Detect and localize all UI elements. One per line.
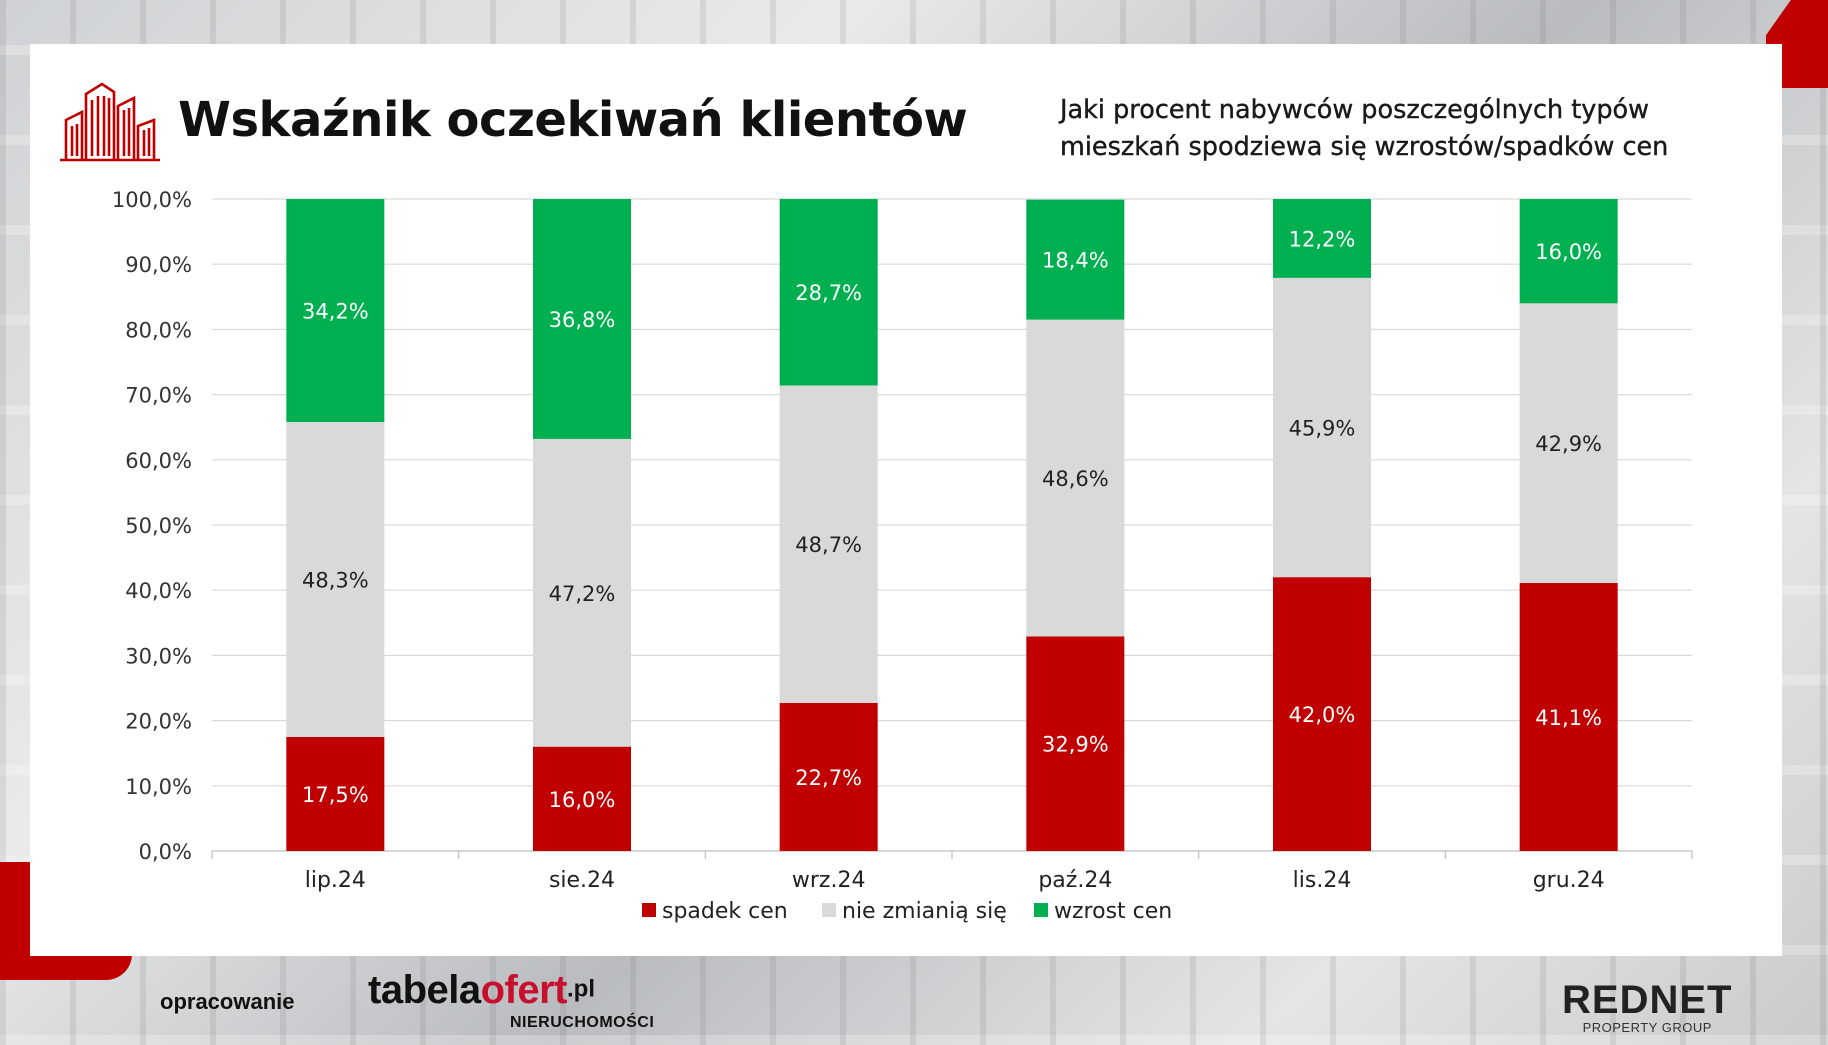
bar-segment-wzrost (1273, 199, 1371, 278)
bar-segment-nie-zmienia (1026, 319, 1125, 637)
y-tick-label: 70,0% (125, 384, 192, 408)
data-label-wzrost: 12,2% (1289, 227, 1356, 251)
data-label-spadek: 22,7% (795, 766, 862, 790)
tabelaofert-logo-subtext: NIERUCHOMOŚCI (510, 1014, 655, 1031)
tabelaofert-logo-domain: .pl (567, 975, 595, 1003)
data-label-nie-zmienia: 45,9% (1289, 417, 1356, 441)
rednet-logo-text: REDNET (1562, 978, 1733, 1022)
bar-segment-wzrost (1519, 199, 1618, 304)
x-tick-label: lip.24 (305, 868, 366, 893)
y-tick-label: 0,0% (139, 840, 192, 864)
y-tick-label: 10,0% (125, 775, 192, 799)
bar-segment-nie-zmienia (286, 421, 385, 737)
legend-swatch-wzrost (1034, 903, 1048, 917)
bar-segment-spadek (1026, 636, 1125, 851)
data-label-nie-zmienia: 47,2% (549, 582, 616, 606)
bar-segment-wzrost (1026, 199, 1125, 320)
rednet-logo: REDNET PROPERTY GROUP (1562, 980, 1732, 1035)
bar-segment-nie-zmienia (1519, 303, 1618, 584)
legend-swatch-nie-zmienia (822, 903, 836, 917)
x-tick-label: sie.24 (549, 868, 615, 893)
subtitle-line-2: mieszkań spodziewa się wzrostów/spadków … (1060, 132, 1669, 162)
bar-segment-spadek (779, 702, 878, 851)
data-label-wzrost: 36,8% (549, 308, 616, 332)
rednet-logo-subtext: PROPERTY GROUP (1582, 1020, 1712, 1035)
bar-segment-spadek (533, 746, 631, 851)
bar-segment-spadek (286, 736, 385, 851)
y-tick-label: 30,0% (125, 644, 192, 668)
bar-segment-wzrost (286, 199, 385, 422)
data-label-spadek: 41,1% (1535, 706, 1602, 730)
bar-segment-spadek (1519, 583, 1618, 851)
data-label-spadek: 16,0% (549, 788, 616, 812)
data-label-wzrost: 28,7% (795, 281, 862, 305)
y-tick-label: 90,0% (125, 253, 192, 277)
buildings-icon (60, 82, 160, 162)
x-tick-label: paź.24 (1038, 868, 1112, 893)
data-label-nie-zmienia: 48,3% (302, 568, 369, 592)
data-label-wzrost: 18,4% (1042, 249, 1109, 273)
legend-label-wzrost: wzrost cen (1054, 899, 1172, 924)
x-tick-label: lis.24 (1293, 868, 1352, 893)
footer-label: opracowanie (160, 989, 295, 1014)
y-tick-label: 100,0% (112, 188, 192, 212)
data-label-wzrost: 34,2% (302, 299, 369, 323)
tabelaofert-logo: tabelaofert.pl NIERUCHOMOŚCI (368, 968, 654, 1031)
tabelaofert-logo-red-text: ofert (480, 968, 568, 1012)
bar-segment-wzrost (533, 199, 631, 439)
data-label-nie-zmienia: 48,7% (795, 533, 862, 557)
bar-segment-spadek (1273, 577, 1371, 851)
legend-swatch-spadek (642, 903, 656, 917)
tabelaofert-logo-text: tabela (368, 968, 481, 1012)
x-tick-label: wrz.24 (792, 868, 866, 893)
legend-label-nie-zmienia: nie zmianią się (842, 899, 1007, 924)
data-label-spadek: 42,0% (1289, 703, 1356, 727)
y-tick-label: 20,0% (125, 710, 192, 734)
legend-label-spadek: spadek cen (662, 899, 788, 924)
x-tick-label: gru.24 (1533, 868, 1605, 893)
bar-segment-nie-zmienia (1273, 277, 1371, 578)
data-label-nie-zmienia: 48,6% (1042, 467, 1109, 491)
bar-segment-wzrost (779, 199, 878, 386)
page-title: Wskaźnik oczekiwań klientów (178, 92, 968, 148)
bar-segment-nie-zmienia (533, 438, 631, 747)
bar-segment-nie-zmienia (779, 385, 878, 703)
y-tick-label: 50,0% (125, 514, 192, 538)
data-label-spadek: 17,5% (302, 783, 369, 807)
subtitle-line-1: Jaki procent nabywców poszczególnych typ… (1060, 95, 1649, 125)
chart-subtitle: Jaki procent nabywców poszczególnych typ… (1060, 92, 1760, 166)
y-tick-label: 80,0% (125, 318, 192, 342)
y-tick-label: 60,0% (125, 449, 192, 473)
y-tick-label: 40,0% (125, 579, 192, 603)
data-label-nie-zmienia: 42,9% (1535, 432, 1602, 456)
data-label-spadek: 32,9% (1042, 733, 1109, 757)
data-label-wzrost: 16,0% (1535, 240, 1602, 264)
